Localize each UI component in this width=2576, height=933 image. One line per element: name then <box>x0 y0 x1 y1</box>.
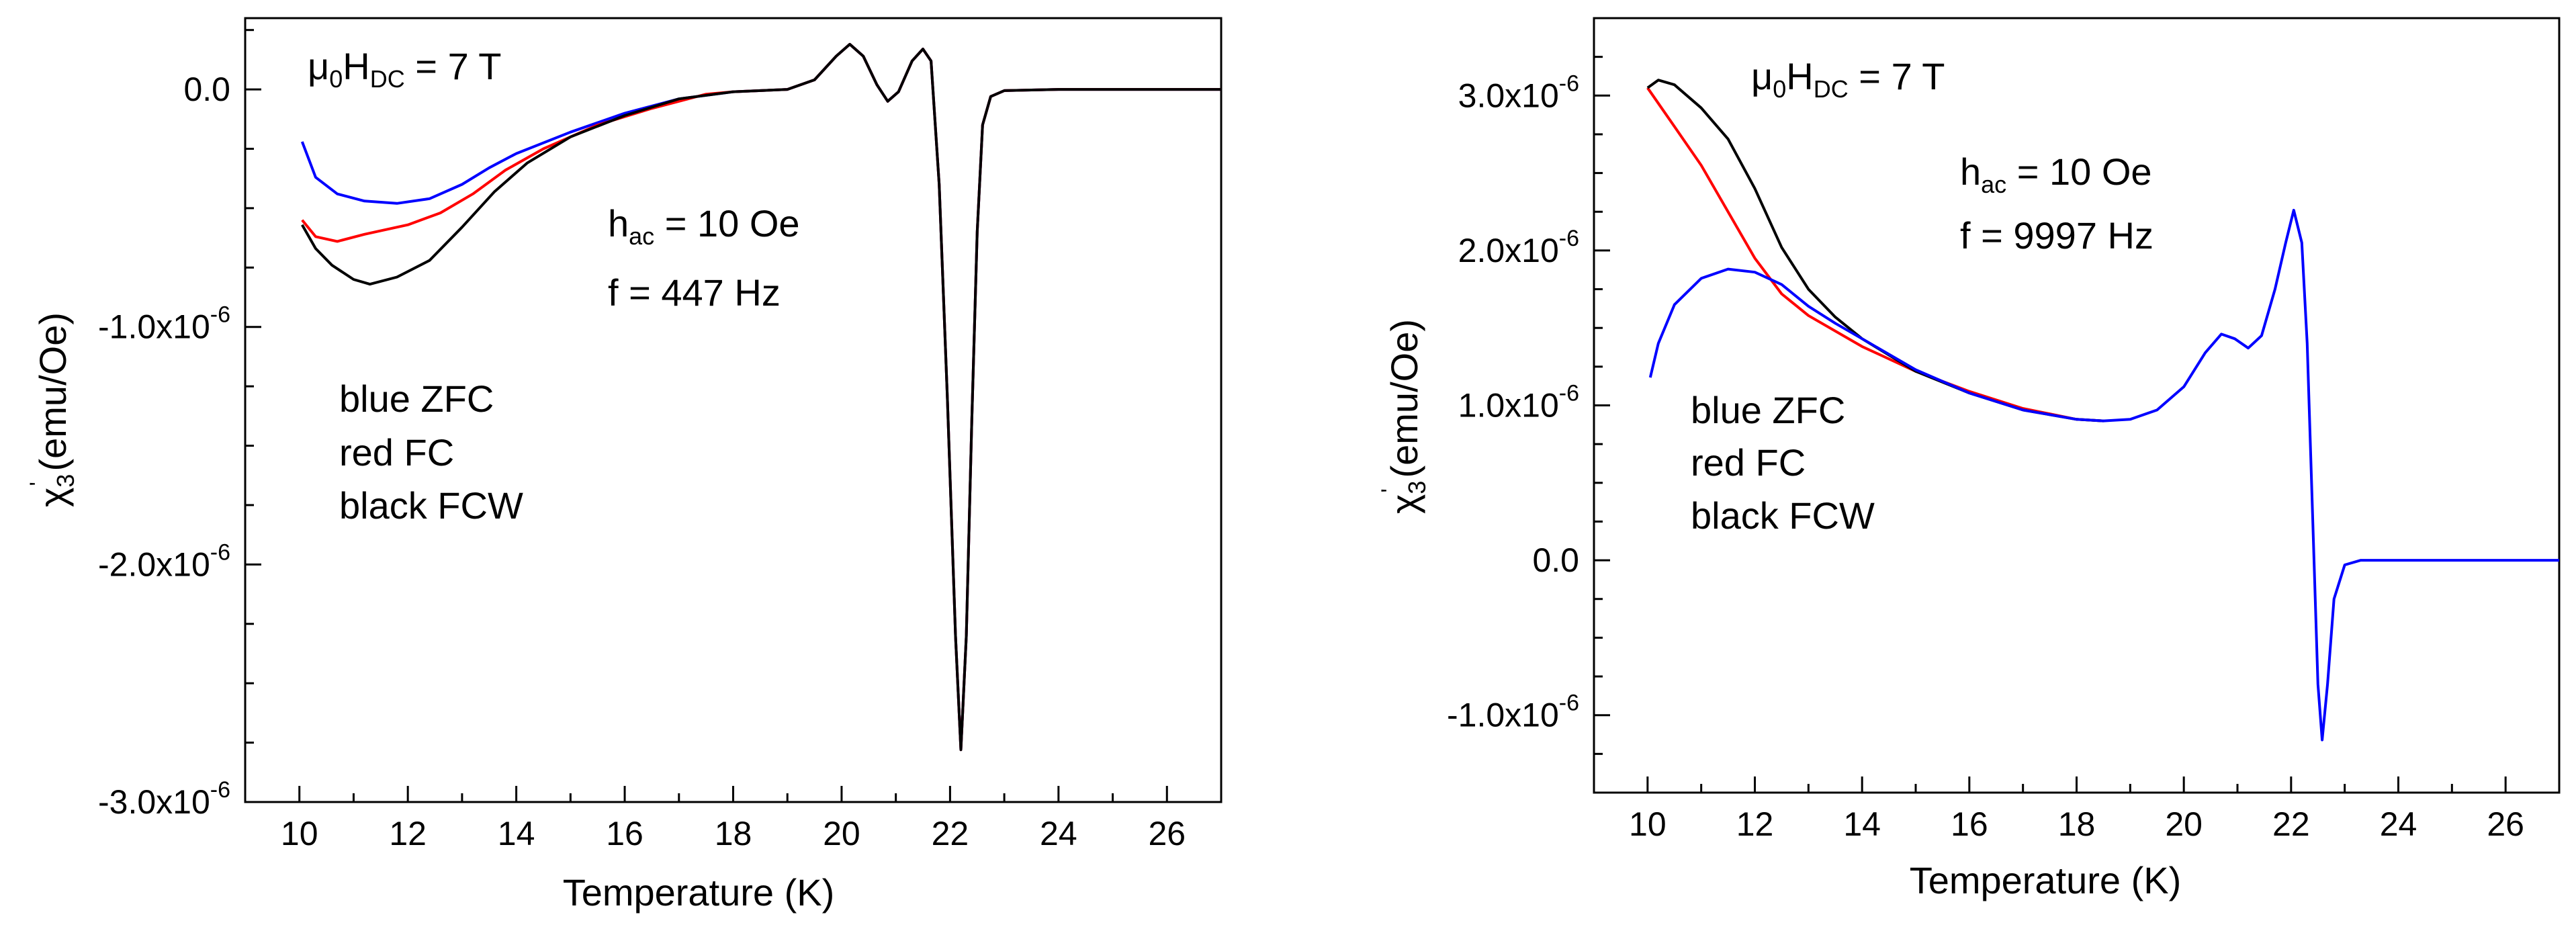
right-x-tick-label: 18 <box>2058 805 2096 843</box>
right-x-tick-label: 10 <box>1629 805 1667 843</box>
right-x-tick-label: 20 <box>2165 805 2203 843</box>
right-x-tick-label: 12 <box>1736 805 1774 843</box>
left-x-tick-label: 14 <box>498 815 535 852</box>
right-series-fc <box>1646 87 2104 423</box>
left-legend-fc: red FC <box>339 431 454 474</box>
left-field-value: = 7 T <box>405 45 502 87</box>
left-hac-value: = 10 Oe <box>654 202 799 245</box>
right-y-unit: (emu/Oe) <box>1383 319 1425 488</box>
right-field-label: μ0HDC = 7 T <box>1751 55 1945 103</box>
right-series-lines <box>1646 79 2559 742</box>
left-x-tick-label: 10 <box>281 815 318 852</box>
left-x-ticks: 10 12 14 16 18 20 22 24 26 <box>244 786 1223 852</box>
right-legend-fc: red FC <box>1691 441 1806 484</box>
left-x-tick-label: 26 <box>1148 815 1186 852</box>
right-x-ticks: 10 12 14 16 18 20 22 24 26 <box>1593 776 2561 843</box>
right-field-value: = 7 T <box>1849 55 1945 97</box>
left-y-tick-label: -2.0x10-6 <box>98 539 230 583</box>
right-series-zfc <box>1648 208 2559 742</box>
right-hac-value: = 10 Oe <box>2006 150 2151 193</box>
right-y-prime: ' <box>1377 488 1403 493</box>
right-y-tick-label: 2.0x10-6 <box>1458 226 1579 269</box>
left-hac-h: h <box>608 202 629 245</box>
left-x-tick-label: 20 <box>823 815 860 852</box>
left-y-tick-label: -1.0x10-6 <box>98 302 230 346</box>
right-x-tick-label: 14 <box>1843 805 1881 843</box>
left-y-sub: 3 <box>52 474 79 488</box>
left-x-tick-label: 24 <box>1040 815 1077 852</box>
left-y-axis-title: χ3' (emu/Oe) <box>26 312 79 507</box>
right-x-tick-label: 26 <box>2487 805 2524 843</box>
right-field-sub0: 0 <box>1773 75 1786 103</box>
left-x-tick-label: 12 <box>389 815 427 852</box>
left-y-tick-label: 0.0 <box>183 71 230 108</box>
left-x-tick-label: 16 <box>606 815 643 852</box>
right-y-sub: 3 <box>1403 481 1431 494</box>
left-y-unit: (emu/Oe) <box>32 312 74 482</box>
left-panel: 10 12 14 16 18 20 22 24 26 0.0 -1.0x10-6 -2.0x10-6… <box>26 17 1223 914</box>
right-y-ticks: 3.0x10-6 2.0x10-6 1.0x10-6 0.0 -1.0x10-6 <box>1447 17 1610 794</box>
right-y-tick-label: 0.0 <box>1532 541 1579 579</box>
left-hac-label: hac = 10 Oe <box>608 202 800 250</box>
left-field-subdc: DC <box>370 65 405 93</box>
left-field-sub0: 0 <box>329 65 343 93</box>
left-y-symbol: χ <box>32 488 74 507</box>
left-freq-label: f = 447 Hz <box>608 271 781 314</box>
right-x-axis-title: Temperature (K) <box>1910 859 2182 901</box>
right-x-tick-label: 22 <box>2272 805 2310 843</box>
right-panel: 10 12 14 16 18 20 22 24 26 3.0x10-6 2.0x10-6 1.0x1… <box>1377 17 2561 901</box>
left-x-axis-title: Temperature (K) <box>563 871 835 914</box>
left-legend-zfc: blue ZFC <box>339 377 494 420</box>
left-hac-sub: ac <box>629 222 654 250</box>
right-legend-fcw: black FCW <box>1691 494 1875 537</box>
left-x-tick-label: 18 <box>715 815 752 852</box>
right-y-tick-label: -1.0x10-6 <box>1447 691 1579 734</box>
left-y-tick-label: -3.0x10-6 <box>98 777 230 821</box>
right-field-mu: μ <box>1751 55 1773 97</box>
right-field-h: H <box>1786 55 1813 97</box>
left-field-h: H <box>343 45 369 87</box>
left-series-fcw <box>301 42 1221 752</box>
left-field-label: μ0HDC = 7 T <box>308 45 501 93</box>
right-y-tick-label: 1.0x10-6 <box>1458 381 1579 425</box>
left-series-lines <box>300 42 1221 752</box>
right-legend-zfc: blue ZFC <box>1691 389 1845 431</box>
left-y-prime: ' <box>26 482 51 486</box>
right-hac-label: hac = 10 Oe <box>1960 150 2152 198</box>
right-y-axis-title: χ3' (emu/Oe) <box>1377 319 1431 514</box>
left-y-ticks: 0.0 -1.0x10-6 -2.0x10-6 -3.0x10-6 <box>98 29 261 821</box>
left-legend-fcw: black FCW <box>339 484 523 527</box>
left-field-mu: μ <box>308 45 329 87</box>
right-x-tick-label: 16 <box>1951 805 1988 843</box>
right-hac-sub: ac <box>1981 171 2006 198</box>
right-y-tick-label: 3.0x10-6 <box>1458 71 1579 114</box>
right-field-subdc: DC <box>1814 75 1849 103</box>
right-x-tick-label: 24 <box>2380 805 2417 843</box>
right-freq-label: f = 9997 Hz <box>1960 214 2153 257</box>
right-y-symbol: χ <box>1383 494 1425 514</box>
right-hac-h: h <box>1960 150 1981 193</box>
left-x-tick-label: 22 <box>932 815 969 852</box>
